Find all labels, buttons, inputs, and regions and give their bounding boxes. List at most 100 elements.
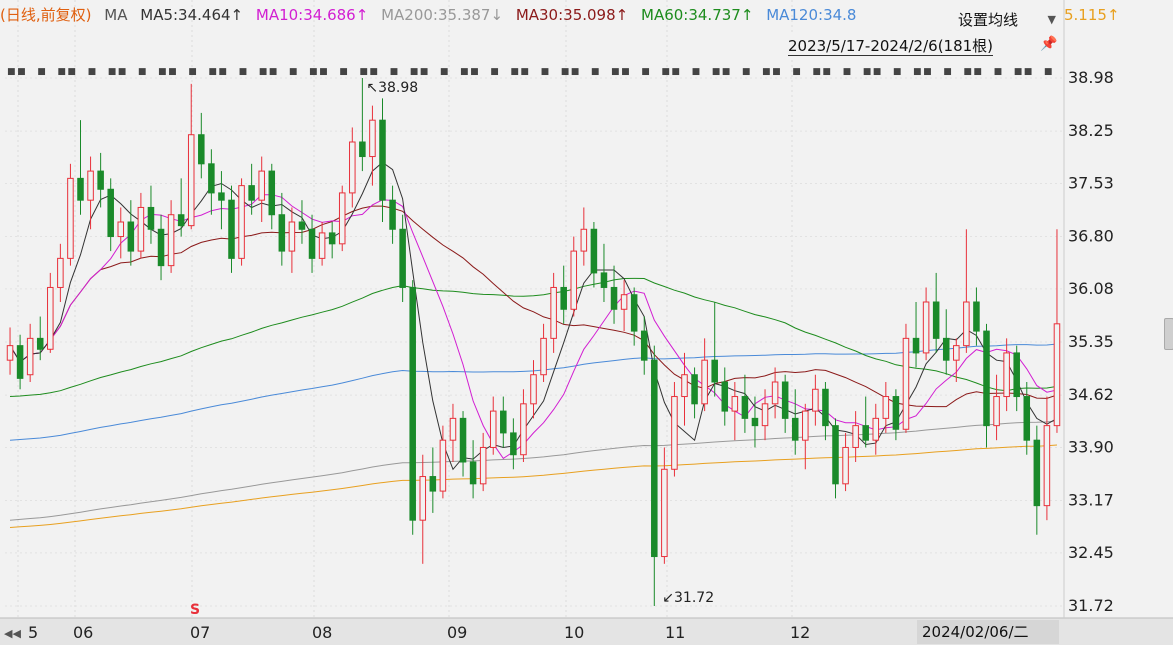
- candle-body[interactable]: [721, 381, 729, 412]
- event-marker[interactable]: ■: [661, 67, 670, 77]
- candle-body[interactable]: [590, 228, 598, 274]
- event-marker[interactable]: ■: [118, 67, 127, 77]
- candle-body[interactable]: [26, 337, 34, 376]
- event-marker[interactable]: ■: [621, 67, 630, 77]
- event-marker[interactable]: ■: [470, 67, 479, 77]
- event-marker[interactable]: ■: [762, 67, 771, 77]
- candle-body[interactable]: [127, 221, 135, 252]
- event-marker[interactable]: ■: [1014, 67, 1023, 77]
- event-marker[interactable]: ■: [259, 67, 268, 77]
- candle-body[interactable]: [107, 188, 114, 238]
- candle-body[interactable]: [852, 425, 859, 448]
- candle-body[interactable]: [771, 381, 779, 405]
- event-marker[interactable]: ■: [510, 67, 519, 77]
- candle-body[interactable]: [510, 432, 517, 456]
- event-marker[interactable]: ■: [591, 67, 600, 77]
- event-marker[interactable]: ■: [571, 67, 580, 77]
- candle-body[interactable]: [359, 141, 366, 158]
- candle-body[interactable]: [802, 410, 809, 441]
- candle-body[interactable]: [691, 374, 698, 405]
- event-marker[interactable]: ■: [822, 67, 831, 77]
- candle-body[interactable]: [268, 170, 276, 216]
- candle-body[interactable]: [167, 214, 175, 267]
- candle-body[interactable]: [781, 381, 789, 419]
- event-marker[interactable]: ■: [390, 67, 399, 77]
- candle-body[interactable]: [187, 134, 195, 227]
- event-marker[interactable]: ■: [541, 67, 550, 77]
- event-marker[interactable]: ■: [319, 67, 328, 77]
- candle-body[interactable]: [57, 257, 64, 288]
- candle-body[interactable]: [882, 396, 890, 419]
- event-marker[interactable]: ■: [973, 67, 982, 77]
- event-marker[interactable]: ■: [812, 67, 821, 77]
- candle-body[interactable]: [349, 141, 356, 194]
- event-marker[interactable]: ■: [289, 67, 298, 77]
- candle-body[interactable]: [892, 396, 900, 430]
- candle-body[interactable]: [177, 214, 185, 227]
- event-marker[interactable]: ■: [843, 67, 852, 77]
- candle-body[interactable]: [238, 185, 245, 259]
- candle-body[interactable]: [932, 301, 940, 339]
- candle-body[interactable]: [550, 286, 557, 339]
- event-marker[interactable]: ■: [57, 67, 66, 77]
- candle-body[interactable]: [983, 330, 990, 427]
- event-marker[interactable]: ■: [420, 67, 429, 77]
- candle-body[interactable]: [761, 403, 769, 427]
- candle-body[interactable]: [489, 410, 497, 448]
- candle-body[interactable]: [36, 337, 44, 350]
- event-marker[interactable]: ■: [772, 67, 781, 77]
- candle-body[interactable]: [228, 199, 235, 259]
- pin-icon[interactable]: 📌: [1040, 36, 1058, 52]
- event-marker[interactable]: ■: [359, 67, 368, 77]
- event-marker[interactable]: ■: [17, 67, 26, 77]
- event-marker[interactable]: ■: [88, 67, 97, 77]
- event-marker[interactable]: ■: [339, 67, 348, 77]
- candle-body[interactable]: [620, 294, 628, 310]
- candle-body[interactable]: [500, 410, 507, 434]
- candle-body[interactable]: [157, 228, 165, 267]
- candle-body[interactable]: [963, 301, 970, 347]
- candle-body[interactable]: [308, 228, 316, 259]
- event-marker[interactable]: ■: [239, 67, 248, 77]
- candle-body[interactable]: [1023, 396, 1031, 441]
- event-marker[interactable]: ■: [108, 67, 117, 77]
- candle-body[interactable]: [711, 359, 718, 383]
- candle-body[interactable]: [208, 163, 215, 194]
- candle-body[interactable]: [288, 221, 296, 252]
- candle-body[interactable]: [610, 286, 618, 310]
- event-marker[interactable]: ■: [490, 67, 499, 77]
- scroll-left-icon[interactable]: ◀◀: [4, 627, 21, 640]
- candle-body[interactable]: [540, 337, 547, 376]
- candle-body[interactable]: [409, 286, 416, 521]
- event-marker[interactable]: ■: [913, 67, 922, 77]
- candle-body[interactable]: [449, 417, 457, 441]
- candle-body[interactable]: [258, 170, 265, 201]
- candle-body[interactable]: [681, 374, 688, 398]
- candle-body[interactable]: [842, 446, 849, 485]
- candle-body[interactable]: [1003, 352, 1010, 398]
- event-marker[interactable]: ■: [742, 67, 751, 77]
- candle-body[interactable]: [731, 396, 739, 412]
- candle-body[interactable]: [67, 177, 74, 259]
- event-marker[interactable]: ■: [7, 67, 16, 77]
- candle-body[interactable]: [822, 388, 829, 427]
- event-marker[interactable]: ■: [440, 67, 449, 77]
- event-marker[interactable]: ■: [208, 67, 217, 77]
- candle-body[interactable]: [1033, 439, 1041, 507]
- candle-body[interactable]: [953, 345, 960, 361]
- candle-body[interactable]: [600, 272, 608, 288]
- candle-body[interactable]: [1013, 352, 1020, 398]
- candle-body[interactable]: [872, 417, 880, 441]
- candle-body[interactable]: [520, 403, 527, 456]
- candle-body[interactable]: [399, 228, 406, 288]
- candle-body[interactable]: [218, 192, 225, 201]
- event-marker[interactable]: ■: [168, 67, 177, 77]
- candle-body[interactable]: [661, 468, 668, 558]
- candle-body[interactable]: [671, 396, 678, 470]
- candle-body[interactable]: [530, 374, 537, 405]
- candle-body[interactable]: [278, 214, 286, 252]
- candle-body[interactable]: [318, 232, 326, 259]
- candle-body[interactable]: [580, 228, 588, 252]
- event-marker[interactable]: ■: [963, 67, 972, 77]
